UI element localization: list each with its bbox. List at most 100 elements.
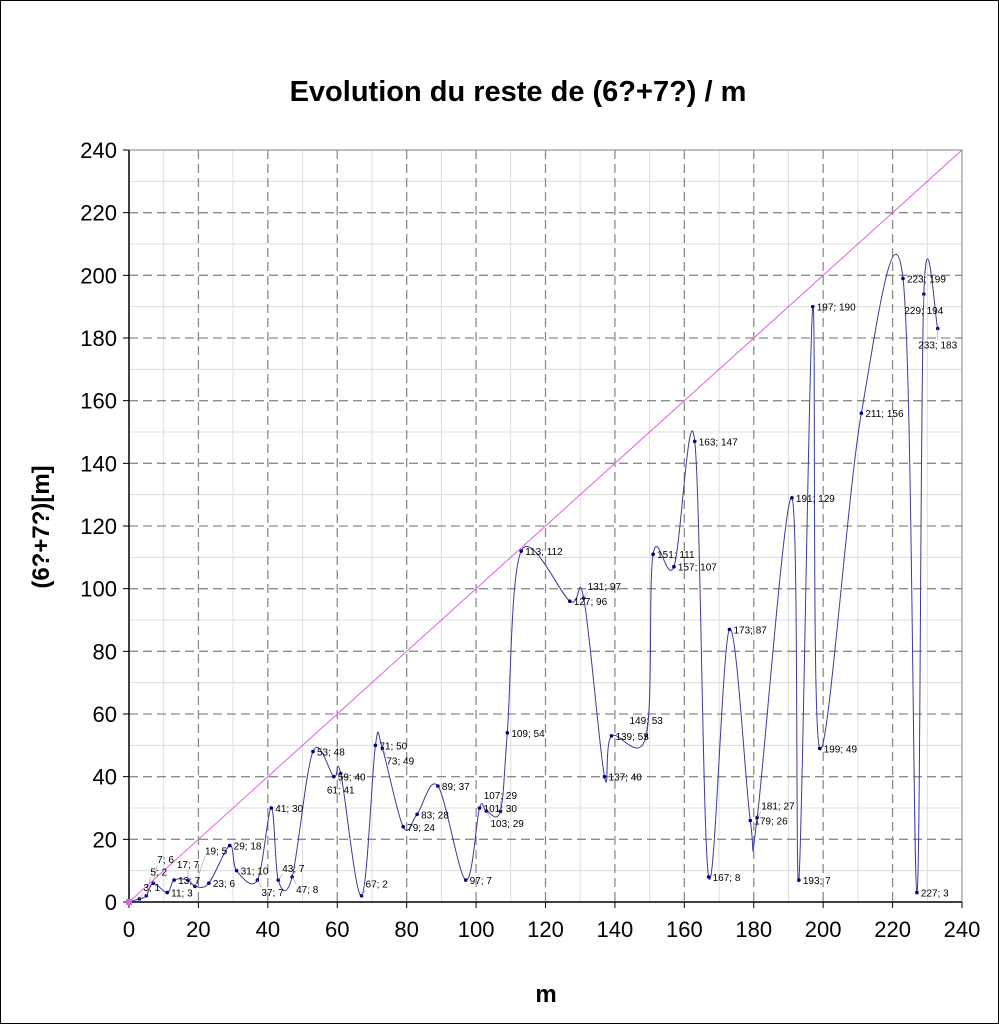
data-label: 43; 7	[282, 864, 305, 875]
x-tick-label: 100	[458, 917, 495, 942]
data-label: 11; 3	[171, 889, 193, 900]
data-label: 61; 41	[327, 786, 355, 797]
data-point	[672, 564, 676, 569]
data-label: 53; 48	[317, 748, 345, 759]
data-point	[234, 868, 239, 873]
label-leader-line	[277, 873, 283, 881]
data-label: 29; 18	[234, 842, 262, 853]
y-tick-label: 80	[93, 639, 117, 664]
label-leader-line	[146, 877, 151, 896]
data-label: 179; 26	[754, 817, 788, 828]
data-point	[790, 496, 794, 500]
y-tick-label: 200	[80, 263, 117, 288]
label-leader-line	[361, 889, 366, 896]
data-point	[165, 890, 169, 895]
x-tick-label: 240	[944, 917, 981, 942]
y-tick-label: 20	[93, 827, 117, 852]
series-layer	[126, 149, 963, 905]
data-label: 211; 156	[865, 409, 904, 420]
data-label: 79; 24	[407, 823, 435, 834]
data-label: 97; 7	[470, 876, 493, 887]
x-tick-label: 180	[735, 917, 772, 942]
data-label: 71; 50	[379, 741, 407, 752]
y-tick-label: 220	[80, 201, 117, 226]
data-point	[505, 731, 510, 735]
x-tick-label: 0	[123, 917, 135, 942]
label-leader-line	[139, 892, 144, 900]
data-point	[415, 812, 419, 817]
x-tick-label: 160	[666, 917, 703, 942]
data-point	[706, 875, 711, 879]
y-tick-label: 0	[105, 890, 117, 915]
data-label: 197; 190	[817, 303, 856, 314]
reference-line	[128, 149, 963, 903]
data-point	[567, 599, 572, 603]
data-label: 139; 53	[615, 732, 649, 743]
data-point	[172, 878, 176, 882]
y-tick-label: 100	[80, 577, 117, 602]
data-label: 199; 49	[824, 744, 858, 755]
data-point	[817, 746, 822, 751]
data-point	[463, 878, 468, 882]
data-label: 107; 29	[484, 791, 518, 802]
label-leader-line	[291, 876, 297, 885]
data-label: 7; 6	[157, 855, 174, 866]
x-tick-label: 40	[256, 917, 280, 942]
x-tick-label: 200	[805, 917, 842, 942]
data-label: 191; 129	[796, 494, 835, 505]
data-label: 193; 7	[803, 876, 831, 887]
data-point	[915, 890, 919, 895]
data-label: 127; 96	[574, 597, 608, 608]
data-point	[401, 825, 405, 829]
data-label: 181; 27	[761, 801, 795, 812]
x-tick-label: 120	[527, 917, 564, 942]
y-tick-label: 240	[80, 138, 117, 163]
data-point	[331, 774, 336, 779]
data-label: 131; 97	[588, 582, 622, 593]
data-label: 19; 5	[205, 846, 228, 857]
data-label: 73; 49	[386, 756, 414, 767]
label-leader-line	[382, 748, 387, 756]
y-tick-label: 40	[93, 765, 117, 790]
label-leader-line	[583, 591, 588, 599]
data-point	[727, 627, 732, 632]
data-point	[227, 843, 232, 848]
data-label: 47; 8	[296, 885, 319, 896]
tick-labels: 0 20 40 60 80 100 120 140 160 180 200 220 240 0 20 40 60…	[80, 138, 980, 942]
data-label: 149; 53	[629, 716, 663, 727]
y-tick-label: 120	[80, 514, 117, 539]
data-label: 157; 107	[678, 563, 717, 574]
data-label: 89; 37	[442, 782, 470, 793]
chart-title: Evolution du reste de (6?+7?) / m	[290, 76, 747, 108]
data-point	[810, 304, 815, 309]
data-point	[269, 806, 274, 810]
data-point	[901, 276, 905, 281]
data-label: 83; 28	[421, 810, 449, 821]
grid	[123, 149, 963, 908]
x-tick-label: 20	[186, 917, 210, 942]
label-leader-line	[153, 865, 158, 884]
x-tick-label: 60	[325, 917, 349, 942]
x-tick-label: 220	[874, 917, 911, 942]
data-label: 173; 87	[733, 625, 767, 636]
data-label: 109; 54	[511, 729, 545, 740]
data-label: 17; 7	[177, 860, 200, 871]
data-label: 5; 2	[150, 868, 167, 879]
x-tick-label: 80	[394, 917, 418, 942]
data-point	[373, 743, 378, 748]
data-label: 151; 111	[657, 550, 695, 561]
data-label: 37; 7	[261, 888, 284, 899]
data-label: 103; 29	[490, 819, 524, 830]
data-point	[602, 774, 607, 779]
label-leader-line	[257, 879, 262, 888]
y-tick-label: 60	[93, 702, 117, 727]
data-point	[797, 878, 801, 882]
data-point	[692, 439, 697, 444]
y-axis-label: (6?+7?)[m]	[28, 465, 55, 588]
data-point	[207, 881, 211, 885]
data-point	[748, 818, 753, 823]
y-tick-label: 180	[80, 326, 117, 351]
data-label: 163; 147	[699, 437, 738, 448]
